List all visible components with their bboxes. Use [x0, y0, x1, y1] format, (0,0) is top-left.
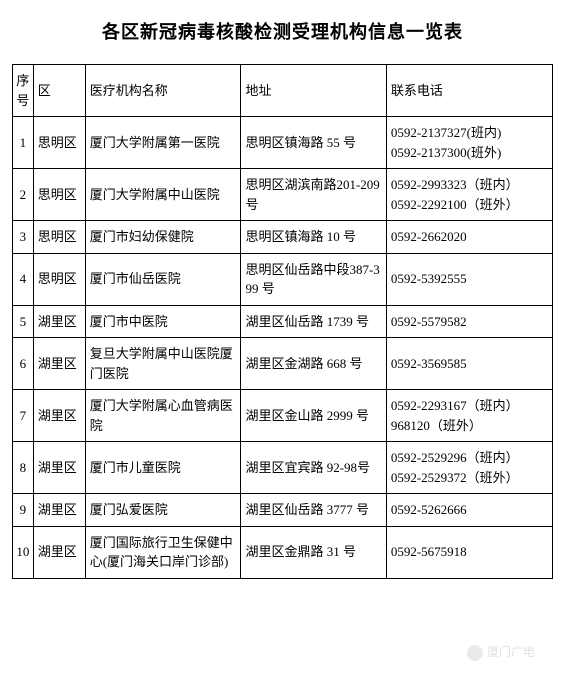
cell-institution: 厦门大学附属中山医院 [85, 169, 241, 221]
cell-seq: 1 [13, 117, 34, 169]
cell-institution: 厦门国际旅行卫生保健中心(厦门海关口岸门诊部) [85, 526, 241, 578]
cell-seq: 8 [13, 442, 34, 494]
cell-district: 湖里区 [33, 305, 85, 338]
cell-district: 思明区 [33, 221, 85, 254]
page-title: 各区新冠病毒核酸检测受理机构信息一览表 [12, 18, 553, 44]
cell-institution: 复旦大学附属中山医院厦门医院 [85, 338, 241, 390]
cell-phone: 0592-2293167（班内） 968120（班外） [386, 390, 552, 442]
watermark-text: 厦门广电 [487, 645, 535, 659]
table-row: 5湖里区厦门市中医院湖里区仙岳路 1739 号0592-5579582 [13, 305, 553, 338]
cell-phone: 0592-2529296（班内） 0592-2529372（班外） [386, 442, 552, 494]
cell-seq: 10 [13, 526, 34, 578]
cell-institution: 厦门大学附属心血管病医院 [85, 390, 241, 442]
table-row: 10湖里区厦门国际旅行卫生保健中心(厦门海关口岸门诊部)湖里区金鼎路 31 号0… [13, 526, 553, 578]
watermark: 厦门广电 [467, 643, 535, 661]
cell-address: 思明区镇海路 55 号 [241, 117, 386, 169]
table-row: 4思明区厦门市仙岳医院思明区仙岳路中段387-399 号0592-5392555 [13, 253, 553, 305]
col-phone: 联系电话 [386, 65, 552, 117]
cell-phone: 0592-2993323（班内） 0592-2292100（班外） [386, 169, 552, 221]
cell-district: 思明区 [33, 117, 85, 169]
cell-seq: 5 [13, 305, 34, 338]
cell-district: 湖里区 [33, 338, 85, 390]
cell-address: 湖里区宜宾路 92-98号 [241, 442, 386, 494]
table-row: 3思明区厦门市妇幼保健院思明区镇海路 10 号0592-2662020 [13, 221, 553, 254]
cell-district: 湖里区 [33, 442, 85, 494]
cell-phone: 0592-5675918 [386, 526, 552, 578]
cell-institution: 厦门市儿童医院 [85, 442, 241, 494]
table-row: 2思明区厦门大学附属中山医院思明区湖滨南路201-209 号0592-29933… [13, 169, 553, 221]
cell-seq: 2 [13, 169, 34, 221]
cell-district: 湖里区 [33, 390, 85, 442]
cell-address: 思明区镇海路 10 号 [241, 221, 386, 254]
table-row: 9湖里区厦门弘爱医院湖里区仙岳路 3777 号0592-5262666 [13, 494, 553, 527]
cell-district: 湖里区 [33, 526, 85, 578]
col-address: 地址 [241, 65, 386, 117]
cell-seq: 9 [13, 494, 34, 527]
table-header-row: 序号 区 医疗机构名称 地址 联系电话 [13, 65, 553, 117]
col-seq: 序号 [13, 65, 34, 117]
cell-address: 思明区湖滨南路201-209 号 [241, 169, 386, 221]
cell-address: 湖里区金鼎路 31 号 [241, 526, 386, 578]
cell-institution: 厦门市仙岳医院 [85, 253, 241, 305]
cell-institution: 厦门市妇幼保健院 [85, 221, 241, 254]
cell-phone: 0592-2662020 [386, 221, 552, 254]
table-row: 6湖里区复旦大学附属中山医院厦门医院湖里区金湖路 668 号0592-35695… [13, 338, 553, 390]
cell-phone: 0592-2137327(班内) 0592-2137300(班外) [386, 117, 552, 169]
cell-phone: 0592-3569585 [386, 338, 552, 390]
cell-institution: 厦门大学附属第一医院 [85, 117, 241, 169]
institution-table: 序号 区 医疗机构名称 地址 联系电话 1思明区厦门大学附属第一医院思明区镇海路… [12, 64, 553, 579]
table-row: 8湖里区厦门市儿童医院湖里区宜宾路 92-98号0592-2529296（班内）… [13, 442, 553, 494]
cell-district: 思明区 [33, 169, 85, 221]
cell-seq: 4 [13, 253, 34, 305]
cell-phone: 0592-5262666 [386, 494, 552, 527]
cell-address: 湖里区金山路 2999 号 [241, 390, 386, 442]
cell-address: 湖里区金湖路 668 号 [241, 338, 386, 390]
table-row: 7湖里区厦门大学附属心血管病医院湖里区金山路 2999 号0592-229316… [13, 390, 553, 442]
cell-district: 湖里区 [33, 494, 85, 527]
table-row: 1思明区厦门大学附属第一医院思明区镇海路 55 号0592-2137327(班内… [13, 117, 553, 169]
watermark-icon [467, 645, 483, 661]
cell-institution: 厦门弘爱医院 [85, 494, 241, 527]
cell-address: 湖里区仙岳路 3777 号 [241, 494, 386, 527]
cell-seq: 6 [13, 338, 34, 390]
cell-phone: 0592-5579582 [386, 305, 552, 338]
cell-phone: 0592-5392555 [386, 253, 552, 305]
cell-address: 湖里区仙岳路 1739 号 [241, 305, 386, 338]
cell-district: 思明区 [33, 253, 85, 305]
cell-seq: 7 [13, 390, 34, 442]
col-institution: 医疗机构名称 [85, 65, 241, 117]
col-district: 区 [33, 65, 85, 117]
cell-institution: 厦门市中医院 [85, 305, 241, 338]
cell-address: 思明区仙岳路中段387-399 号 [241, 253, 386, 305]
cell-seq: 3 [13, 221, 34, 254]
